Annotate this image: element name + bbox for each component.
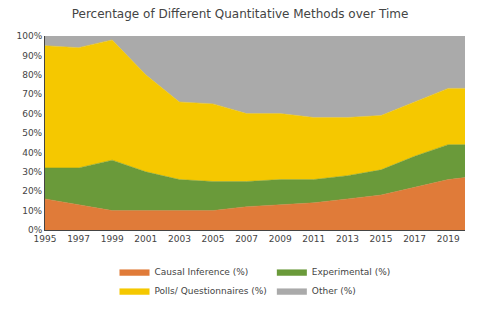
svg-text:2013: 2013 xyxy=(336,234,359,244)
svg-text:80%: 80% xyxy=(22,70,42,80)
svg-text:2015: 2015 xyxy=(370,234,393,244)
svg-text:90%: 90% xyxy=(22,51,42,61)
svg-text:1995: 1995 xyxy=(34,234,57,244)
svg-text:2017: 2017 xyxy=(403,234,426,244)
svg-text:40%: 40% xyxy=(22,148,42,158)
svg-text:Polls/ Questionnaires (%): Polls/ Questionnaires (%) xyxy=(155,286,267,296)
svg-text:10%: 10% xyxy=(22,206,42,216)
svg-text:Causal Inference (%): Causal Inference (%) xyxy=(155,267,249,277)
svg-text:20%: 20% xyxy=(22,186,42,196)
svg-text:2003: 2003 xyxy=(168,234,191,244)
svg-text:100%: 100% xyxy=(16,31,42,41)
svg-text:2009: 2009 xyxy=(269,234,292,244)
svg-text:1997: 1997 xyxy=(67,234,90,244)
svg-text:Other (%): Other (%) xyxy=(312,286,356,296)
svg-text:70%: 70% xyxy=(22,89,42,99)
svg-text:30%: 30% xyxy=(22,167,42,177)
svg-text:2005: 2005 xyxy=(202,234,225,244)
svg-text:2007: 2007 xyxy=(235,234,258,244)
svg-text:2001: 2001 xyxy=(134,234,157,244)
svg-text:50%: 50% xyxy=(22,128,42,138)
svg-text:2011: 2011 xyxy=(302,234,325,244)
svg-text:2019: 2019 xyxy=(437,234,460,244)
svg-text:Experimental (%): Experimental (%) xyxy=(312,267,390,277)
svg-text:1999: 1999 xyxy=(101,234,124,244)
svg-text:0%: 0% xyxy=(28,225,43,235)
svg-text:Percentage of Different Quanti: Percentage of Different Quantitative Met… xyxy=(72,7,409,21)
svg-text:60%: 60% xyxy=(22,109,42,119)
